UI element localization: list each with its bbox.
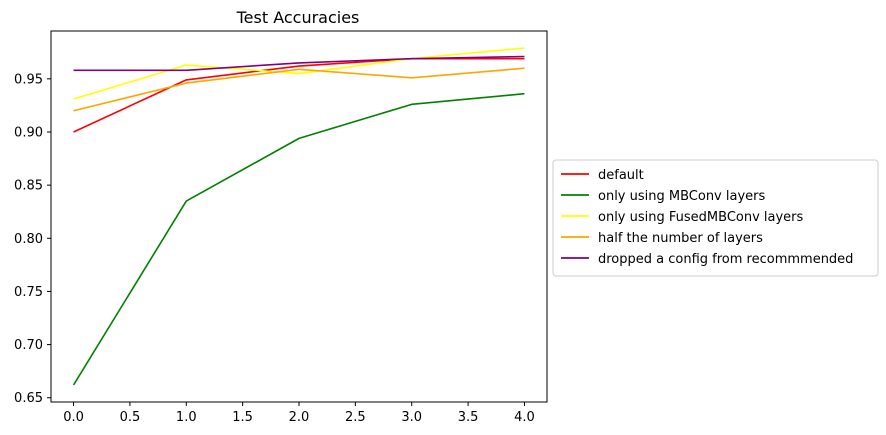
series-line-only-using-fusedmbconv-layers — [73, 47, 525, 100]
y-tick-label: 0.85 — [14, 179, 43, 194]
y-tick-label: 0.65 — [14, 391, 43, 406]
legend-label: half the number of layers — [598, 231, 763, 246]
x-tick-label: 3.5 — [458, 410, 479, 425]
x-tick-label: 0.5 — [120, 410, 141, 425]
chart-title: Test Accuracies — [236, 8, 360, 27]
legend-box — [552, 159, 879, 277]
y-axis: 0.65 0.70 0.75 0.80 0.85 0.90 0.95 — [14, 72, 51, 406]
series-lines — [72, 47, 525, 386]
x-tick-label: 4.0 — [514, 410, 535, 425]
y-tick-label: 0.80 — [14, 232, 43, 247]
legend-label: default — [598, 168, 644, 183]
y-tick-label: 0.90 — [14, 125, 43, 140]
legend-label: only using MBConv layers — [598, 189, 765, 204]
legend-label: only using FusedMBConv layers — [598, 210, 804, 225]
plot-area — [50, 30, 548, 403]
x-tick-label: 1.0 — [176, 410, 197, 425]
x-tick-label: 3.0 — [401, 410, 422, 425]
y-tick-label: 0.75 — [14, 285, 43, 300]
series-line-half-the-number-of-layers — [73, 67, 525, 112]
series-line-dropped-a-config-from-recommmended — [73, 55, 525, 72]
y-tick-label: 0.95 — [14, 72, 43, 87]
series-line-only-using-mbconv-layers — [72, 92, 525, 386]
x-axis: 0.0 0.5 1.0 1.5 2.0 2.5 3.0 3.5 4.0 — [63, 402, 535, 425]
legend-label: dropped a config from recommmended — [598, 252, 853, 267]
x-tick-label: 2.5 — [345, 410, 366, 425]
x-tick-label: 2.0 — [289, 410, 310, 425]
x-tick-label: 0.0 — [63, 410, 84, 425]
x-tick-label: 1.5 — [232, 410, 253, 425]
legend: default only using MBConv layers only usin… — [552, 159, 879, 277]
y-tick-label: 0.70 — [14, 338, 43, 353]
